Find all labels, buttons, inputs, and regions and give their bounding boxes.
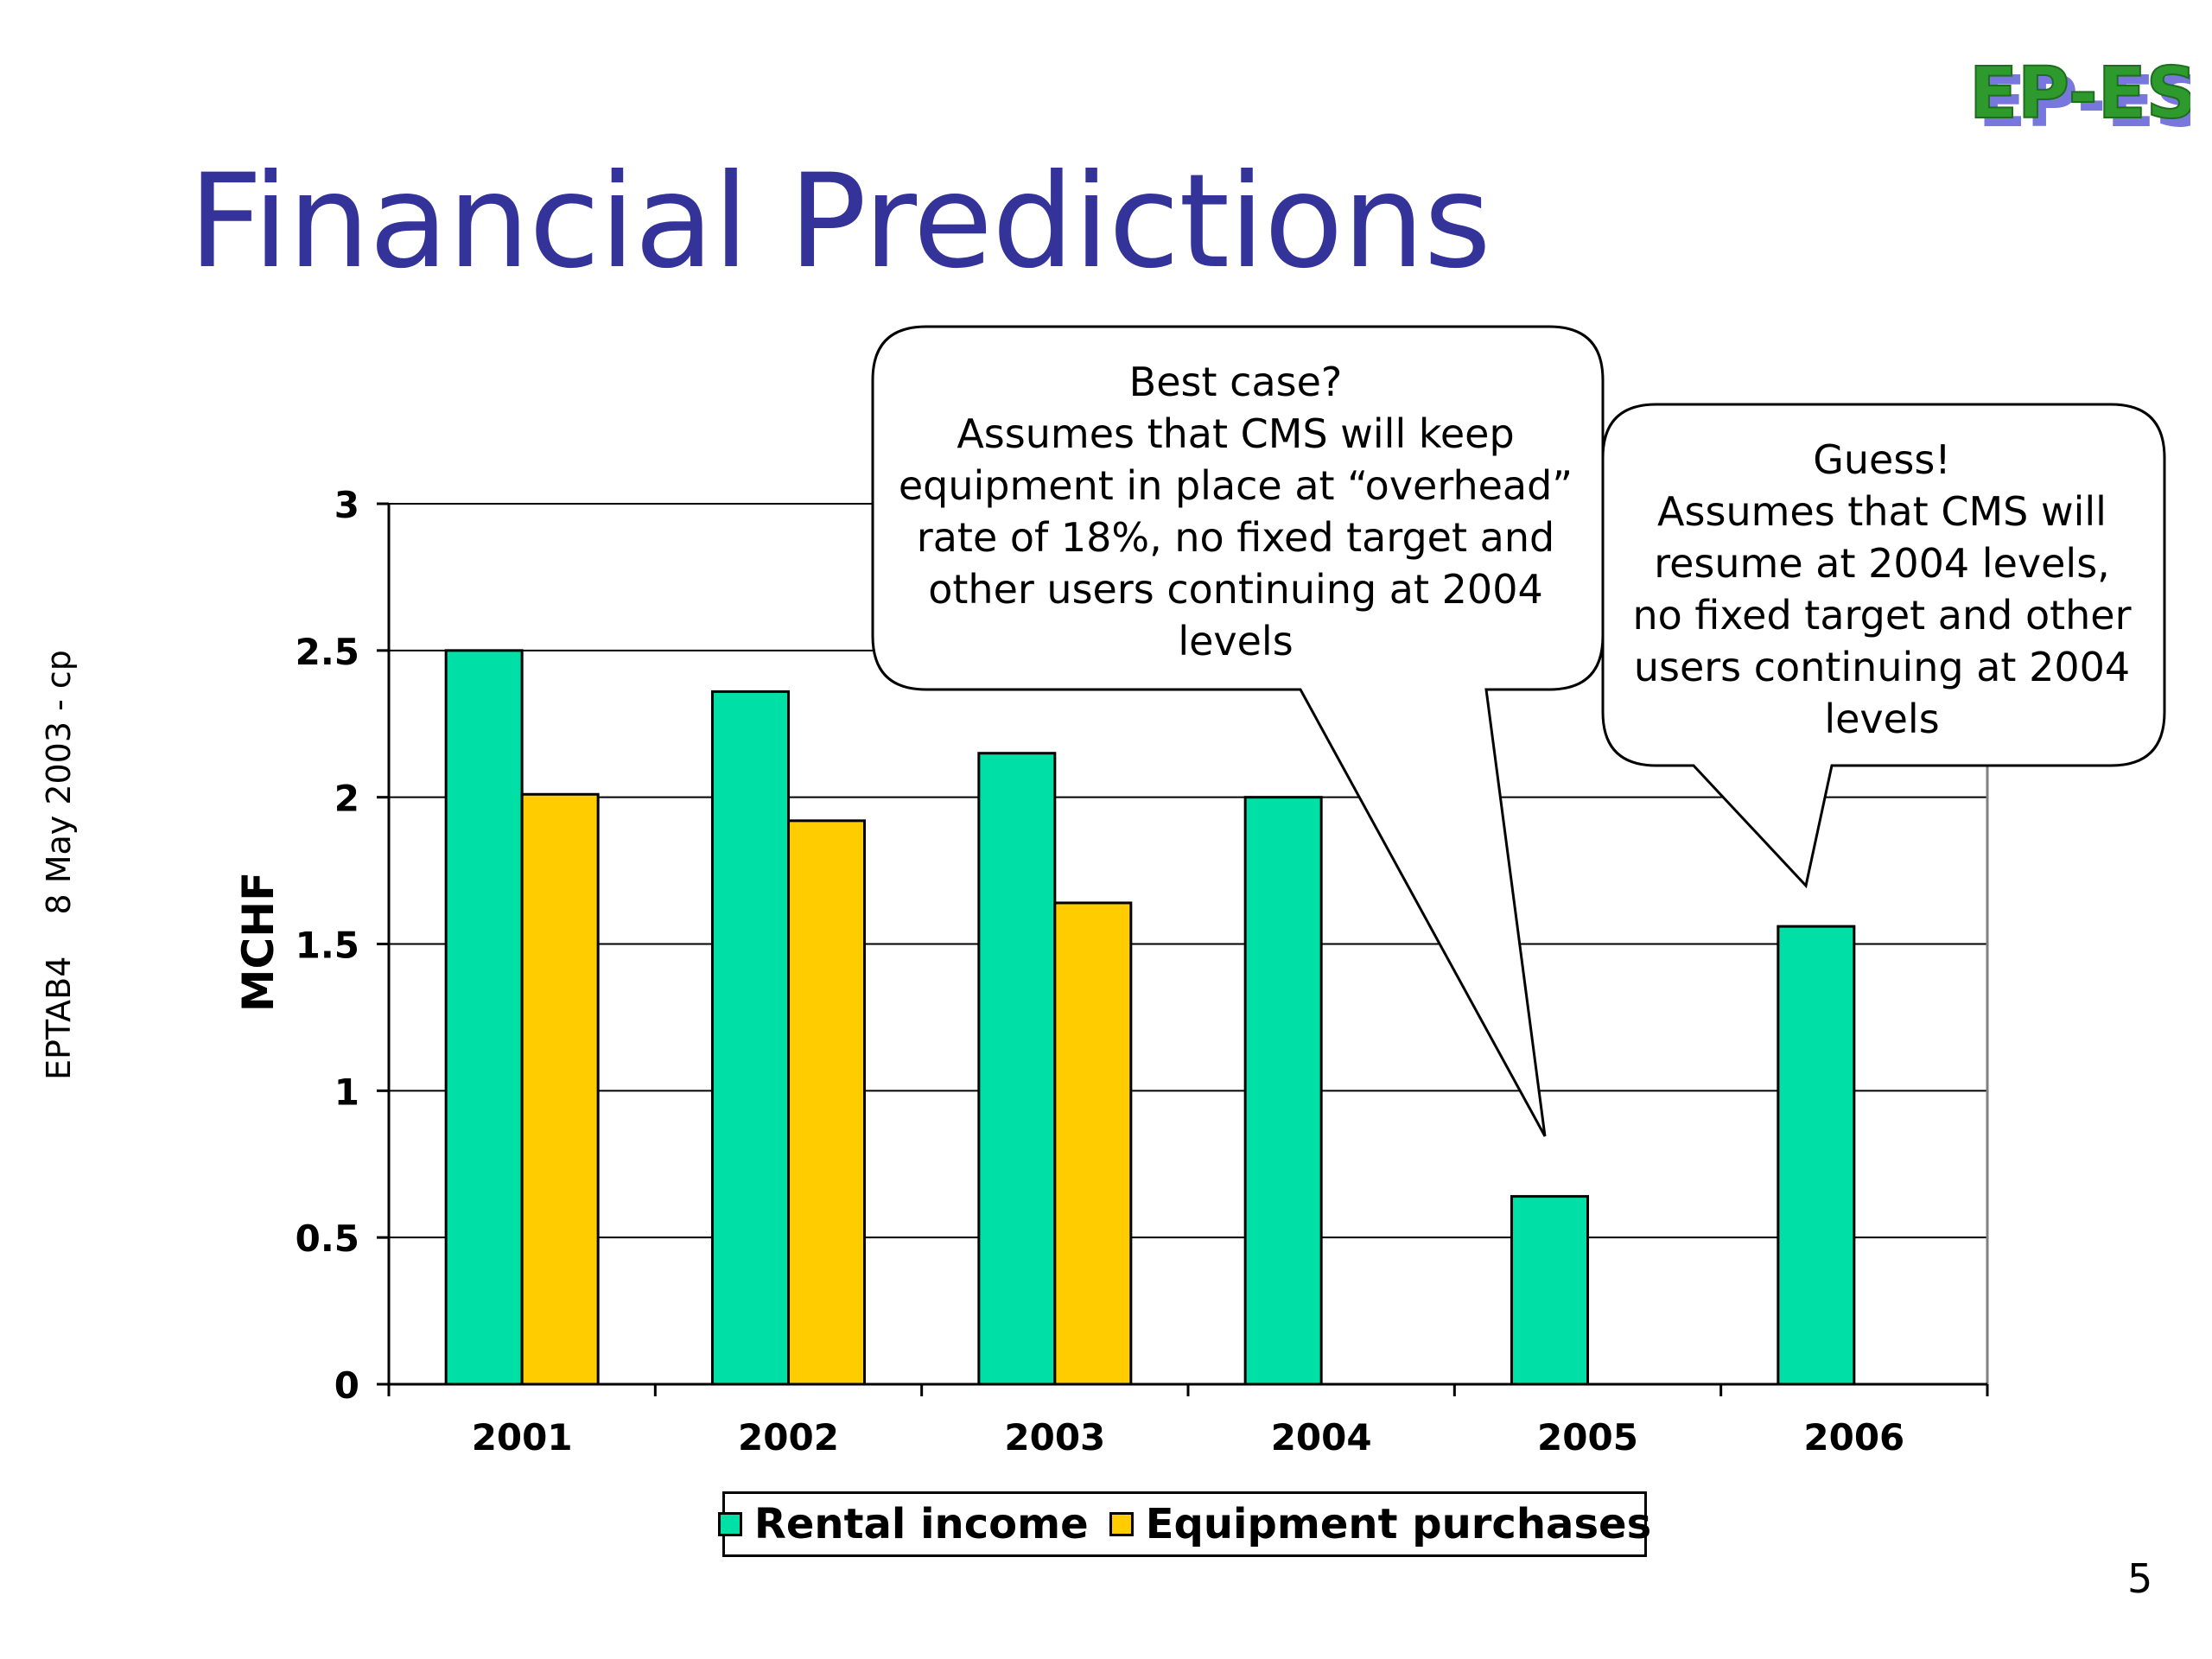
x-tick-label: 2002: [738, 1416, 839, 1459]
bar-rental-income: [444, 649, 524, 1386]
logo-shadow: EP-ESS: [1978, 61, 2190, 143]
page-number: 5: [2127, 1555, 2153, 1602]
callout-line: Assumes that CMS will keep: [957, 410, 1515, 457]
bar-rental-income: [1510, 1195, 1589, 1386]
y-tick-label: 0: [334, 1364, 359, 1407]
x-tick-label: 2004: [1271, 1416, 1372, 1459]
bar-equipment-purchases: [787, 819, 866, 1386]
y-tick-label: 1.5: [296, 925, 359, 967]
callout-line: users continuing at 2004: [1633, 644, 2131, 690]
y-tick-label: 0.5: [296, 1217, 359, 1260]
legend-item-rental-income: Rental income: [717, 1500, 1089, 1548]
y-tick-label: 2.5: [296, 631, 359, 673]
y-tick-label: 2: [334, 778, 359, 820]
callout-best-case-bubble: [871, 325, 1605, 1137]
logo-text: EP-ESS: [1969, 53, 2190, 135]
legend-label-rental-income: Rental income: [753, 1500, 1089, 1548]
chart-legend: Rental income Equipment purchases: [717, 1491, 1651, 1557]
callout-line: Assumes that CMS will: [1657, 488, 2107, 535]
y-tick-label: 3: [334, 484, 359, 526]
bar-rental-income: [711, 690, 790, 1386]
callout-line: equipment in place at “overhead”: [898, 462, 1573, 509]
x-tick-label: 2006: [1803, 1416, 1904, 1459]
callout-line: levels: [1178, 618, 1294, 664]
chart-axes: 0 0.5 1 1.5 2 2.5 3 2001 2002 2003 2004 2005 2006: [296, 484, 1989, 1459]
x-tick-label: 2005: [1537, 1416, 1638, 1459]
callout-line: no fixed target and other: [1632, 592, 2132, 639]
chart-bars: [444, 649, 1856, 1386]
bar-rental-income: [1243, 796, 1323, 1386]
callout-line: levels: [1824, 696, 1940, 742]
callout-line: Guess!: [1813, 436, 1951, 483]
legend-item-equipment-purchases: Equipment purchases: [1109, 1500, 1651, 1548]
bar-equipment-purchases: [1053, 901, 1133, 1386]
slide-title: Financial Predictions: [188, 147, 1491, 297]
bar-rental-income: [1777, 925, 1856, 1386]
callout-guess-text: Guess! Assumes that CMS will resume at 200…: [1605, 434, 2158, 745]
legend-swatch-rental-income: [717, 1512, 742, 1536]
callouts: [871, 325, 2166, 1137]
x-tick-label: 2003: [1004, 1416, 1105, 1459]
y-tick-label: 1: [334, 1071, 359, 1113]
bar-equipment-purchases: [520, 792, 600, 1386]
callout-line: resume at 2004 levels,: [1654, 540, 2110, 587]
y-axis-title: MCHF: [233, 872, 283, 1012]
callout-line: other users continuing at 2004: [928, 566, 1543, 613]
bar-rental-income: [977, 752, 1057, 1386]
callout-line: rate of 18%, no fixed target and: [916, 514, 1555, 561]
legend-label-equipment-purchases: Equipment purchases: [1145, 1500, 1652, 1548]
callout-guess-bubble: [1601, 403, 2166, 889]
callout-line: Best case?: [1128, 359, 1343, 405]
x-tick-label: 2001: [472, 1416, 573, 1459]
logo: EP-ESS EP-ESS: [1968, 52, 2190, 143]
legend-swatch-equipment-purchases: [1109, 1512, 1134, 1536]
callout-best-case-text: Best case? Assumes that CMS will keep equi…: [873, 356, 1599, 667]
